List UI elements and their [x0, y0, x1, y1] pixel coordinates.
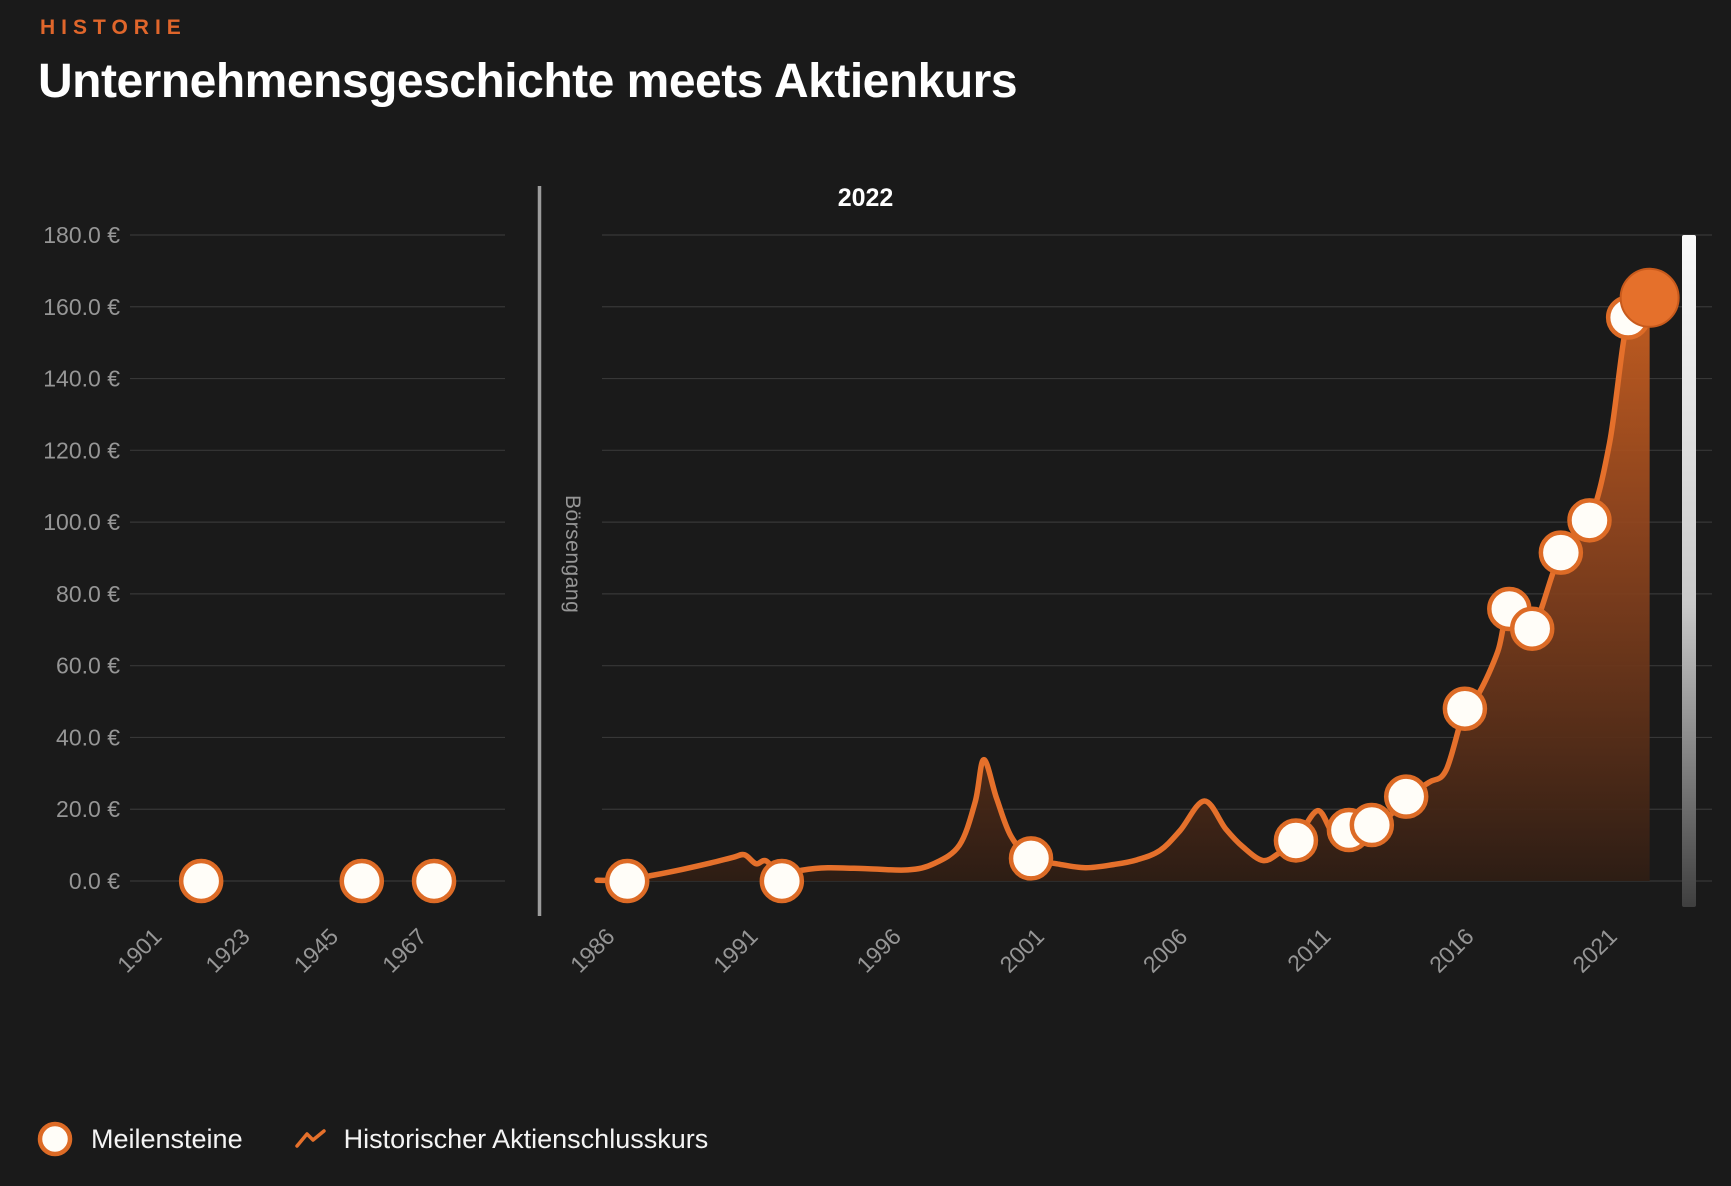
x-tick-label: 1991: [708, 923, 763, 978]
milestone-point[interactable]: [411, 858, 457, 904]
x-tick-label: 1901: [112, 923, 167, 978]
legend-label-milestones: Meilensteine: [91, 1123, 243, 1154]
x-tick-label: 2006: [1138, 923, 1193, 978]
milestone-point[interactable]: [759, 858, 805, 904]
milestone-point[interactable]: [1509, 606, 1555, 651]
milestone-point[interactable]: [1008, 836, 1054, 881]
x-tick-label: 2001: [995, 923, 1050, 978]
milestone-point[interactable]: [178, 858, 224, 904]
legend-label-price: Historischer Aktienschlusskurs: [343, 1123, 709, 1154]
line-series-icon: [294, 1129, 326, 1148]
y-tick-label: 0.0 €: [69, 868, 120, 894]
legend-item-price[interactable]: Historischer Aktienschlusskurs: [294, 1123, 709, 1155]
milestone-dot-icon: [37, 1121, 73, 1157]
y-tick-label: 60.0 €: [56, 653, 120, 679]
ipo-divider-line: [537, 186, 542, 916]
milestone-point-current[interactable]: [1619, 267, 1680, 328]
x-tick-label: 1996: [851, 923, 906, 978]
y-tick-label: 140.0 €: [43, 366, 120, 392]
section-eyebrow: HISTORIE: [40, 16, 187, 39]
x-tick-label: 1986: [565, 923, 620, 978]
timeline-scrubber[interactable]: [1682, 235, 1696, 907]
milestone-point[interactable]: [1538, 530, 1584, 575]
y-tick-label: 80.0 €: [56, 581, 120, 607]
x-tick-label: 2021: [1567, 923, 1622, 978]
milestone-point[interactable]: [1567, 498, 1612, 543]
milestone-point[interactable]: [1383, 774, 1429, 819]
y-tick-label: 40.0 €: [56, 724, 120, 750]
y-tick-label: 180.0 €: [43, 222, 120, 248]
y-tick-label: 120.0 €: [43, 437, 120, 463]
x-tick-label: 1923: [200, 923, 255, 978]
price-area: [597, 297, 1650, 881]
page-title: Unternehmensgeschichte meets Aktienkurs: [38, 55, 1018, 108]
x-tick-label: 2016: [1424, 923, 1479, 978]
x-tick-label: 1945: [289, 923, 344, 978]
milestone-point[interactable]: [1442, 686, 1488, 731]
y-tick-label: 160.0 €: [43, 294, 120, 320]
milestone-point[interactable]: [1349, 802, 1395, 848]
x-tick-label: 2011: [1282, 923, 1335, 976]
x-tick-label: 1967: [377, 923, 432, 978]
y-tick-label: 100.0 €: [43, 509, 120, 535]
milestone-point[interactable]: [604, 858, 650, 904]
milestone-point[interactable]: [339, 858, 385, 904]
milestone-point[interactable]: [1273, 818, 1319, 863]
chart-legend: Meilensteine Historischer Aktienschlussk…: [36, 1120, 708, 1158]
legend-item-milestones[interactable]: Meilensteine: [36, 1120, 243, 1158]
chart-year-title: 2022: [837, 184, 894, 212]
ipo-divider-label: Börsengang: [561, 495, 584, 613]
y-tick-label: 20.0 €: [56, 796, 120, 822]
